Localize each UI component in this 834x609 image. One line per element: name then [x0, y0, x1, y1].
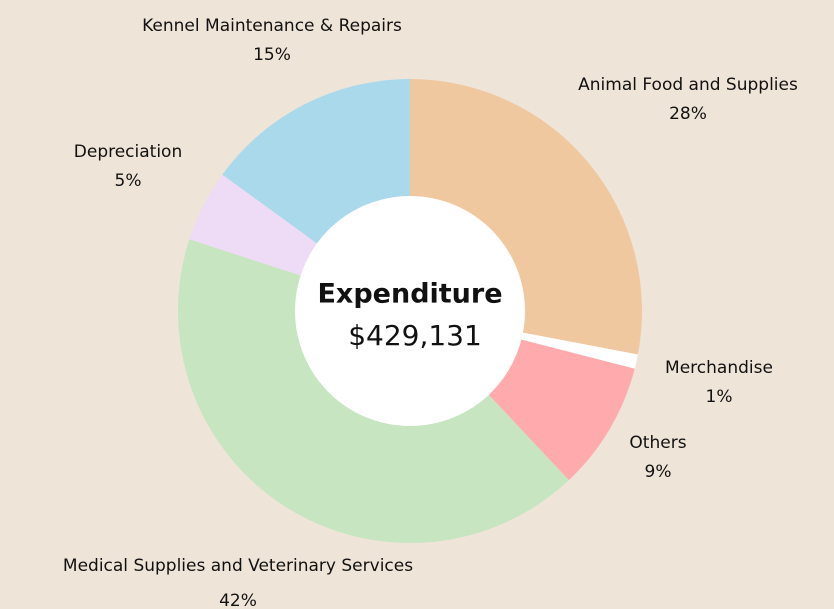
slice-label: Others — [629, 433, 686, 453]
slice-value-label: 15% — [253, 45, 291, 65]
slice-value-label: 28% — [669, 104, 707, 124]
slice-value-label: 1% — [706, 387, 733, 407]
slice-label: Depreciation — [74, 142, 182, 162]
slice-label: Merchandise — [665, 358, 773, 378]
center-title: Expenditure — [317, 279, 502, 310]
center-value: $429,131 — [348, 319, 482, 352]
donut-hole — [295, 196, 525, 426]
slice-label: Medical Supplies and Veterinary Services — [63, 556, 413, 576]
slice-value-label: 42% — [219, 591, 257, 609]
slice-label: Kennel Maintenance & Repairs — [142, 16, 402, 36]
slice-value-label: 9% — [645, 462, 672, 482]
slice-label: Animal Food and Supplies — [578, 75, 798, 95]
slice-value-label: 5% — [115, 171, 142, 191]
